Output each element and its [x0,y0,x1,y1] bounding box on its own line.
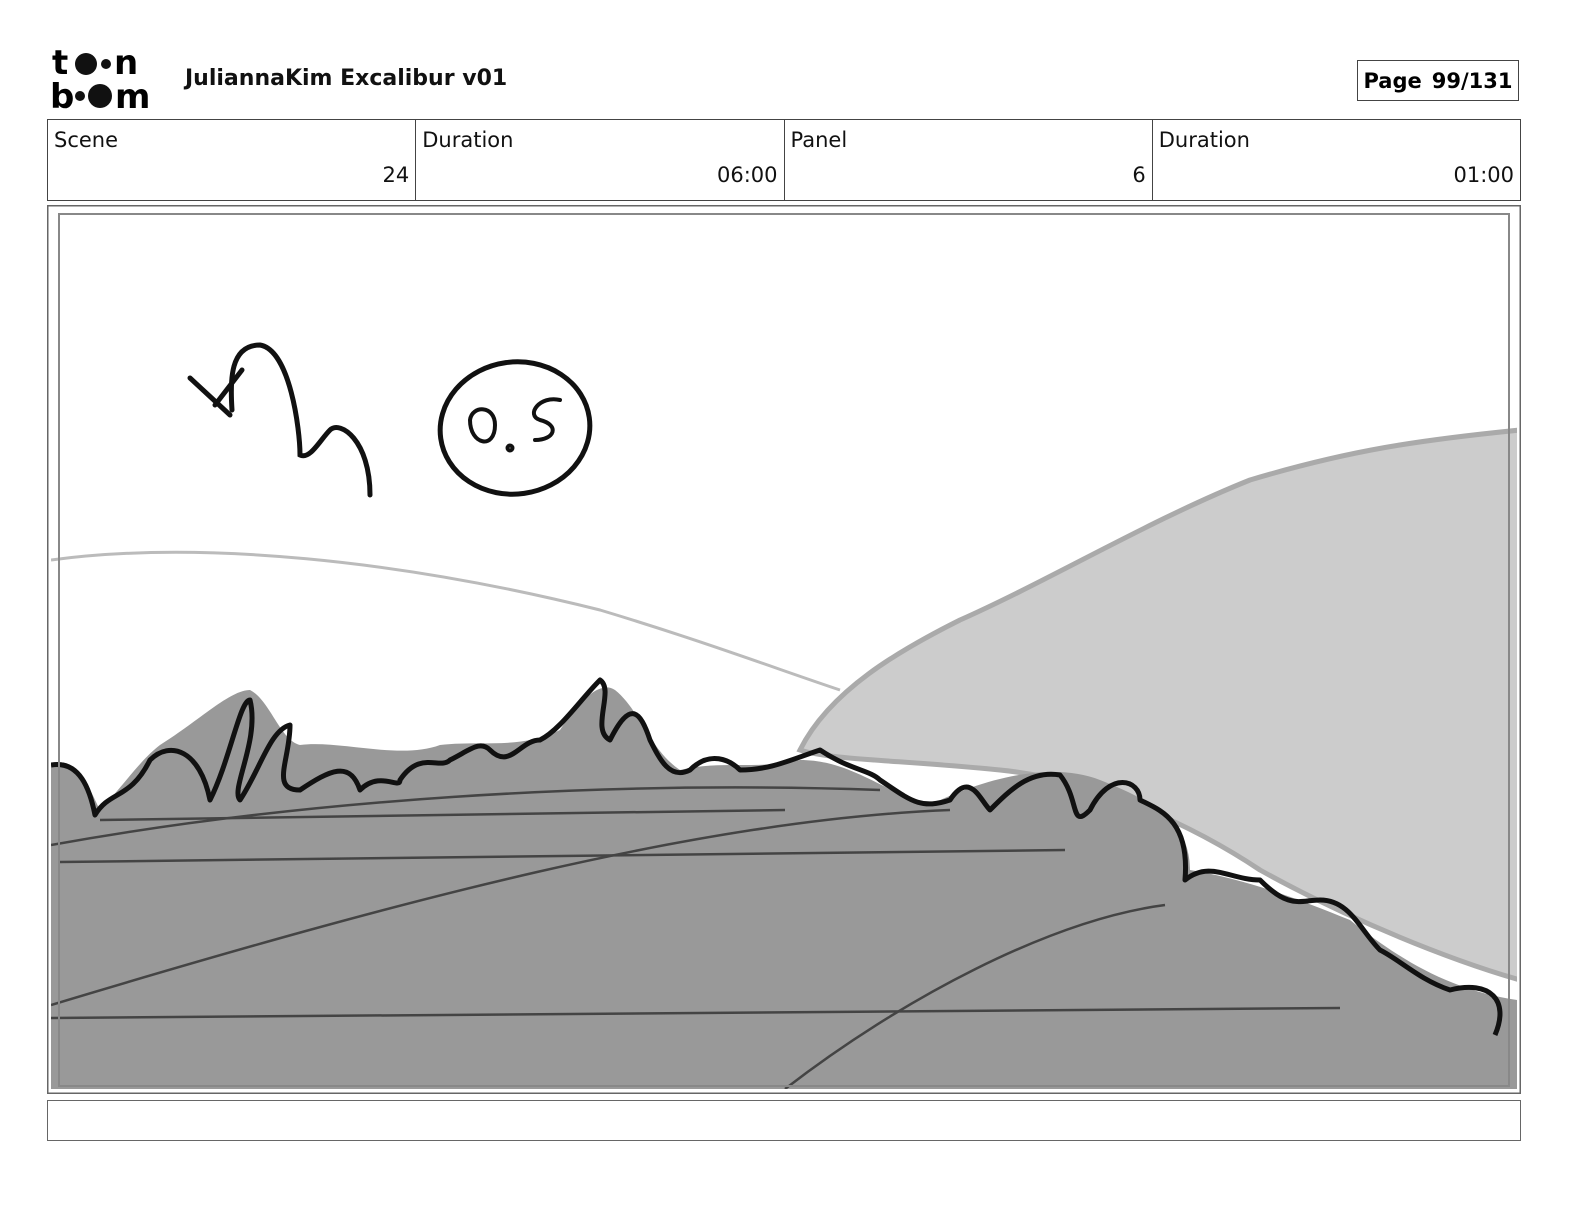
logo-letter: n [114,48,138,83]
hill [796,427,1517,982]
caption-box [47,1100,1521,1141]
logo-letter: t [52,48,68,83]
info-table: Scene 24 Duration 06:00 Panel 6 Duration 01:00 [47,119,1521,201]
panel-image [47,205,1521,1094]
info-label: Panel [790,128,848,152]
logo-letter: b [50,77,74,114]
info-value: 06:00 [716,163,778,187]
info-label: Duration [422,128,514,152]
logo: t n b m [50,48,150,114]
logo-dot [75,53,97,75]
info-value: 01:00 [1453,163,1514,187]
info-value: 6 [1132,163,1146,187]
ridge-line [51,677,1503,1036]
page-value: 99/131 [1431,68,1513,93]
logo-dot [101,59,111,69]
handwriting [187,342,593,498]
page-label: Page [1363,68,1422,93]
info-label: Scene [54,128,119,152]
info-cell: Duration 01:00 [1153,120,1520,200]
sketch [51,213,1517,1089]
info-cell: Scene 24 [48,120,417,200]
logo-dot [75,91,85,101]
logo-letter: m [115,77,150,114]
info-cell: Panel 6 [785,120,1153,200]
info-cell: Duration 06:00 [416,120,785,200]
logo-dot [88,84,112,108]
info-value: 24 [382,163,410,187]
page-number: Page 99/131 [1357,60,1519,101]
speed-lines [51,786,1341,1089]
info-label: Duration [1158,128,1250,152]
title: JuliannaKim Excalibur v01 [185,66,508,91]
safe-frame [58,213,1510,1087]
guide-line [51,550,841,692]
ground [51,687,1517,1089]
